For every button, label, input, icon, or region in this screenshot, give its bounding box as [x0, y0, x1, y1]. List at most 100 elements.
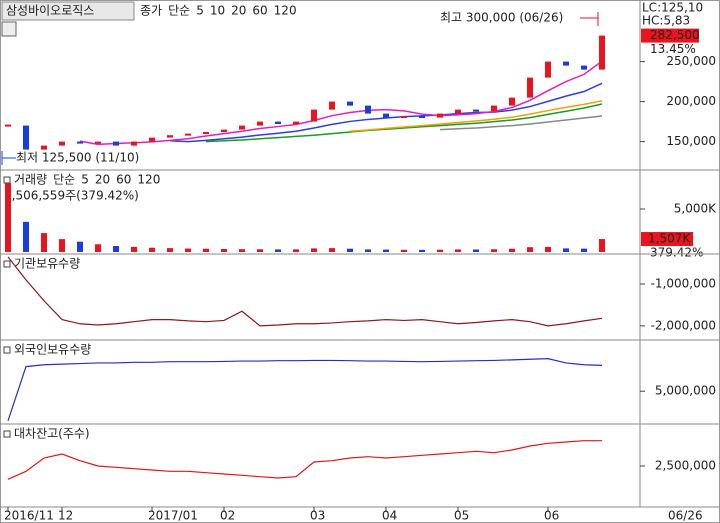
last-volume-box [641, 232, 693, 247]
title-box [1, 1, 135, 21]
candle [581, 65, 587, 70]
x-tick-label: 06 [544, 509, 559, 523]
y-tick-label: 2,500,000 [655, 459, 716, 473]
volume-bar [491, 249, 497, 252]
x-tick-label: 2016/11 [4, 509, 54, 523]
volume-bar [221, 248, 227, 252]
candle [509, 97, 515, 106]
candle [311, 109, 317, 122]
volume-bar [455, 249, 461, 252]
x-tick-label: 04 [382, 509, 397, 523]
y-tick-label: 5,000,000 [655, 384, 716, 398]
candle [401, 116, 407, 118]
volume-bar [419, 249, 425, 252]
low-annotation: 최저 125,500 (11/10) [16, 151, 139, 165]
y-tick-label: 150,000 [666, 134, 716, 148]
panel-title: 거래량 [14, 173, 47, 187]
candle [437, 113, 443, 118]
last-volume: 1,507K [648, 232, 691, 246]
volume-bar [581, 248, 587, 252]
candle [383, 113, 389, 118]
candle [149, 137, 155, 142]
x-tick-label: 03 [310, 509, 325, 523]
y-tick-label: -2,000,000 [651, 318, 716, 332]
volume-bar [149, 247, 155, 252]
x-tick-label: 05 [454, 509, 469, 523]
volume-bar [167, 248, 173, 252]
candle [563, 61, 569, 66]
candle [5, 124, 11, 127]
moving-average [349, 100, 603, 132]
candle [131, 141, 137, 146]
candle [95, 141, 101, 144]
volume-bar [23, 221, 29, 252]
holding-line [7, 358, 603, 421]
volume-ratio: 379.42% [650, 246, 703, 260]
x-tick-label: 2017/01 [148, 509, 198, 523]
candle [347, 101, 353, 106]
volume-bar [329, 248, 335, 252]
legend-entry: 60 [116, 173, 131, 187]
volume-bar [293, 249, 299, 252]
candle [365, 105, 371, 114]
volume-bar [545, 246, 551, 252]
candle [203, 132, 209, 134]
volume-bar [563, 248, 569, 252]
grid-icon[interactable] [1, 21, 17, 37]
panel-title: 대차잔고(주수) [14, 427, 90, 441]
volume-bar [401, 249, 407, 252]
x-tick-label: 02 [220, 509, 235, 523]
last-price: 282,500 [650, 28, 700, 42]
candle [527, 77, 533, 98]
legend-entry: 60 [252, 4, 267, 18]
last-price-box [641, 28, 699, 43]
candle [221, 129, 227, 132]
legend-entry: 단순 [53, 173, 75, 187]
candle [275, 121, 281, 124]
volume-subtitle: 1,506,559주(379.42%) [4, 189, 139, 203]
volume-bar [113, 245, 119, 252]
volume-bar [311, 248, 317, 252]
volume-bar [347, 248, 353, 252]
volume-bar [527, 247, 533, 252]
candle [473, 109, 479, 112]
moving-average [205, 103, 603, 143]
volume-bar [203, 248, 209, 252]
candle [293, 121, 299, 124]
volume-bar [131, 246, 137, 252]
panel-icon [3, 260, 11, 268]
candle [185, 133, 191, 136]
legend-prefix: 단순 [168, 4, 190, 18]
legend-entry: 20 [231, 4, 246, 18]
panel-icon [3, 430, 11, 438]
volume-bar [59, 239, 65, 252]
info-label: HC:5,83 [642, 14, 690, 28]
legend-entry: 5 [196, 4, 204, 18]
moving-average [169, 82, 603, 143]
candle [455, 109, 461, 114]
last-date: 06/26 [668, 509, 703, 523]
volume-bar [5, 183, 11, 252]
candle [491, 105, 497, 112]
chart-title: 삼성바이오로직스 [6, 4, 94, 18]
y-tick-label: -1,000,000 [651, 277, 716, 291]
candle [59, 141, 65, 146]
volume-bar [41, 233, 47, 252]
panel-title: 기관보유수량 [14, 257, 80, 271]
candle [77, 141, 83, 144]
candle [545, 61, 551, 78]
volume-bar [275, 249, 281, 252]
legend-entry: 120 [137, 173, 160, 187]
candle [257, 121, 263, 126]
volume-bar [383, 249, 389, 252]
y-tick-label: 5,000K [674, 201, 717, 215]
y-tick-label: 200,000 [666, 94, 716, 108]
candle [113, 141, 119, 146]
volume-bar [365, 249, 371, 252]
holding-line [7, 256, 603, 327]
candle [41, 145, 47, 150]
candle [167, 135, 173, 138]
candle [599, 35, 605, 70]
